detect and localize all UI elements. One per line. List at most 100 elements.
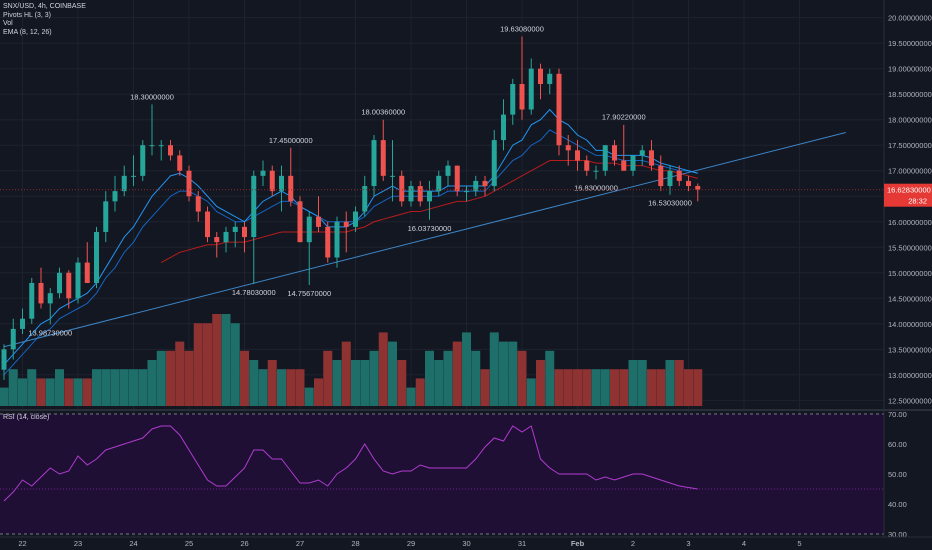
candle-body <box>602 145 608 171</box>
trendline[interactable] <box>3 131 846 348</box>
pivot-label: 13.98730000 <box>28 328 72 337</box>
candle-body <box>20 318 25 329</box>
candle-body <box>436 175 442 192</box>
volume-bar <box>425 350 434 406</box>
pivot-label: 16.83000000 <box>574 183 618 192</box>
volume-bar <box>110 369 120 406</box>
candle-body <box>205 211 210 238</box>
volume-bar <box>55 369 64 406</box>
candle-body <box>667 170 673 187</box>
candle-body <box>519 83 525 110</box>
volume-bar <box>18 378 27 406</box>
candle-body <box>464 191 469 193</box>
volume-bar <box>314 378 323 406</box>
time-tick-label: 5 <box>797 539 801 548</box>
volume-bar <box>64 378 74 406</box>
rsi-tick-label: 50.00 <box>888 470 907 479</box>
volume-bar <box>360 360 370 406</box>
candle-body <box>57 272 62 294</box>
trendline-segment <box>3 131 846 348</box>
last-price-tag <box>884 183 932 207</box>
rsi-tick-label: 30.00 <box>888 530 907 539</box>
candle-body <box>288 175 294 202</box>
rsi-title[interactable]: RSI (14, close) <box>3 414 50 421</box>
volume-bar <box>212 314 222 406</box>
candle-body <box>66 272 72 299</box>
time-tick-label: 2 <box>631 539 635 548</box>
volume-bar <box>0 387 9 406</box>
price-tick-label: 12.50000000 <box>888 396 932 405</box>
time-tick-label: 31 <box>518 539 526 548</box>
volume-bar <box>258 369 268 406</box>
time-tick-label: 24 <box>129 539 137 548</box>
volume-bar <box>591 369 601 406</box>
volume-bar <box>27 369 37 406</box>
indicator-vol[interactable]: Vol <box>3 20 13 27</box>
volume-bar <box>119 369 129 406</box>
candle-body <box>214 237 220 243</box>
price-tick-label: 13.00000000 <box>888 371 932 380</box>
volume-bar <box>647 369 656 406</box>
candle-body <box>556 73 562 146</box>
candle-body <box>121 175 127 192</box>
time-tick-label: Feb <box>571 539 585 548</box>
volume-bar <box>637 360 647 406</box>
price-tick-label: 14.00000000 <box>888 320 932 329</box>
candle-body <box>538 68 543 84</box>
candle-body <box>177 155 183 171</box>
price-tick-label: 17.50000000 <box>888 141 932 150</box>
candle-body <box>260 170 266 176</box>
volume-bar <box>249 360 259 406</box>
volume-bar <box>489 332 499 406</box>
price-tick-label: 15.00000000 <box>888 269 932 278</box>
candle-body <box>334 221 340 258</box>
volume-bar <box>554 369 564 406</box>
volume-bar <box>471 350 481 406</box>
candle-body <box>195 196 201 212</box>
candle-body <box>232 226 238 232</box>
rsi-tick-label: 70.00 <box>888 410 907 419</box>
volume-bar <box>388 341 397 406</box>
indicator-ema[interactable]: EMA (8, 12, 26) <box>3 28 52 36</box>
candle-body <box>417 186 423 202</box>
volume-bar <box>610 369 619 406</box>
volume-bar <box>240 350 249 406</box>
candle-body <box>371 140 377 187</box>
indicator-pivots[interactable]: Pivots HL (3, 3) <box>3 11 51 19</box>
time-tick-label: 25 <box>185 539 193 548</box>
volume-bar <box>36 378 46 406</box>
rsi-pane <box>0 409 932 535</box>
rsi-line <box>3 425 698 502</box>
volume-bar <box>545 350 555 406</box>
candle-body <box>686 180 691 187</box>
time-tick-label: 4 <box>742 539 746 548</box>
pivot-label: 14.75670000 <box>287 289 331 298</box>
time-axis[interactable]: 22 23 24 25 26 27 28 29 30 31 Feb 2 3 4 5 <box>0 536 932 548</box>
price-tick-label: 14.50000000 <box>888 294 932 303</box>
candle-body <box>649 150 654 166</box>
rsi-band <box>0 414 884 534</box>
candlesticks <box>1 36 701 380</box>
last-price-label: 16.62830000 <box>887 186 931 195</box>
symbol-title[interactable]: SNX/USD, 4h, COINBASE <box>3 3 86 10</box>
candle-body <box>140 145 146 176</box>
volume-bar <box>415 378 425 406</box>
volume-bar <box>443 350 453 406</box>
pivot-label: 17.90220000 <box>602 113 646 122</box>
volume-bar <box>369 350 379 406</box>
volume-bar <box>406 387 416 406</box>
candle-body <box>565 145 571 151</box>
candle-body <box>501 114 506 141</box>
countdown-label: 28:32 <box>908 197 927 206</box>
candle-body <box>1 349 7 370</box>
candle-body <box>658 165 664 187</box>
volume-bar <box>304 387 314 406</box>
volume-bar <box>378 332 388 406</box>
volume-bar <box>332 360 342 406</box>
candle-body <box>473 180 479 192</box>
candle-body <box>593 170 599 172</box>
candle-body <box>639 150 645 156</box>
volume-bar <box>397 360 407 406</box>
